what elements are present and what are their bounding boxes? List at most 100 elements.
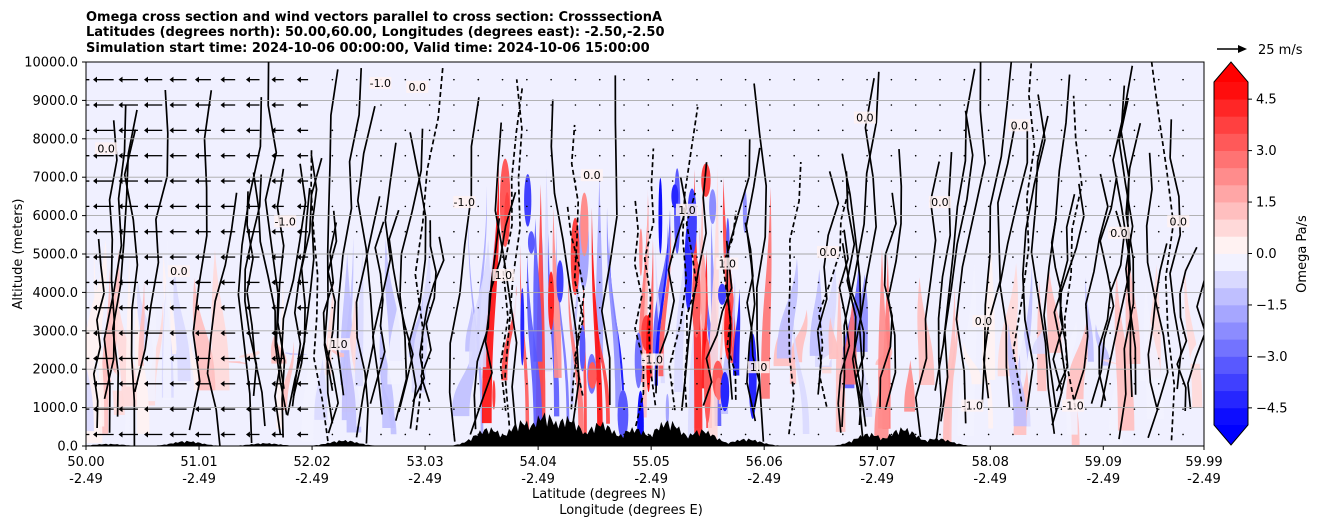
- wind-vector: [1182, 206, 1184, 208]
- wind-vector: [599, 231, 601, 233]
- wind-vector: [720, 130, 722, 132]
- x-tick-label-latitude: 57.07: [859, 455, 896, 470]
- contour-label: -1.0: [962, 400, 983, 413]
- wind-vector: [477, 358, 479, 360]
- wind-vector: [939, 282, 941, 284]
- wind-vector: [356, 307, 358, 309]
- wind-vector: [672, 358, 674, 360]
- wind-vector: [1085, 307, 1087, 309]
- wind-vector: [526, 180, 528, 182]
- wind-vector: [672, 408, 674, 410]
- wind-vector: [405, 434, 407, 436]
- wind-vector: [939, 434, 941, 436]
- wind-vector: [793, 104, 795, 106]
- wind-vector: [332, 231, 334, 233]
- wind-vector: [696, 104, 698, 106]
- wind-vector: [1085, 180, 1087, 182]
- wind-vector: [429, 358, 431, 360]
- x-axis-label-latitude: Latitude (degrees N): [532, 487, 666, 502]
- wind-vector: [1012, 256, 1014, 258]
- colorbar-tick-label: 4.5: [1256, 93, 1277, 108]
- wind-vector: [891, 256, 893, 258]
- wind-vector: [356, 282, 358, 284]
- wind-vector: [1036, 104, 1038, 106]
- x-tick-label-longitude: -2.49: [634, 472, 668, 487]
- contour-label: 0.0: [97, 142, 115, 155]
- wind-vector: [356, 332, 358, 334]
- wind-vector: [648, 408, 650, 410]
- y-tick-label: 10000.0: [24, 56, 78, 71]
- wind-vector-head: [68, 381, 72, 387]
- wind-vector: [356, 79, 358, 81]
- wind-vector: [745, 256, 747, 258]
- wind-vector: [1182, 282, 1184, 284]
- wind-vector: [429, 231, 431, 233]
- wind-vector: [575, 282, 577, 284]
- wind-vector: [866, 206, 868, 208]
- wind-vector: [332, 206, 334, 208]
- wind-key-arrow-head: [1238, 45, 1247, 53]
- contour-label: -1.0: [274, 215, 295, 228]
- wind-vector: [648, 332, 650, 334]
- wind-vector: [550, 104, 552, 106]
- wind-vector: [696, 434, 698, 436]
- wind-vector: [550, 256, 552, 258]
- wind-vector: [720, 180, 722, 182]
- wind-vector: [988, 180, 990, 182]
- wind-vector: [477, 104, 479, 106]
- wind-vector: [672, 130, 674, 132]
- wind-vector: [964, 79, 966, 81]
- figure: Omega cross section and wind vectors par…: [0, 0, 1320, 526]
- wind-vector: [915, 383, 917, 385]
- wind-vector: [1134, 104, 1136, 106]
- wind-vector: [405, 79, 407, 81]
- wind-vector: [1182, 307, 1184, 309]
- wind-vector: [818, 358, 820, 360]
- wind-vector: [745, 307, 747, 309]
- wind-vector-head: [68, 431, 72, 437]
- wind-vector: [939, 155, 941, 157]
- contour-label: -1.0: [1062, 400, 1083, 413]
- x-tick-label-longitude: -2.49: [1187, 472, 1221, 487]
- wind-vector: [696, 408, 698, 410]
- wind-vector: [550, 282, 552, 284]
- wind-vector: [672, 79, 674, 81]
- x-tick-label-latitude: 56.06: [746, 455, 783, 470]
- contour-label: 0.0: [1170, 215, 1188, 228]
- wind-vector: [599, 104, 601, 106]
- wind-vector: [429, 256, 431, 258]
- contour-label: 0.0: [1011, 119, 1029, 132]
- wind-vector: [526, 383, 528, 385]
- wind-vector: [356, 104, 358, 106]
- contour-label: 0.0: [170, 265, 188, 278]
- wind-vector: [623, 231, 625, 233]
- wind-vector: [866, 383, 868, 385]
- wind-vector: [1012, 104, 1014, 106]
- wind-vector: [1158, 307, 1160, 309]
- wind-vector: [1012, 332, 1014, 334]
- wind-vector: [988, 408, 990, 410]
- wind-vector: [623, 282, 625, 284]
- wind-vector: [988, 307, 990, 309]
- wind-vector: [648, 79, 650, 81]
- wind-vector: [818, 180, 820, 182]
- wind-vector: [599, 408, 601, 410]
- wind-vector: [891, 282, 893, 284]
- wind-vector: [939, 408, 941, 410]
- wind-vector: [453, 358, 455, 360]
- omega-cell: [548, 271, 554, 329]
- wind-vector: [793, 383, 795, 385]
- wind-vector: [939, 256, 941, 258]
- wind-vector: [623, 383, 625, 385]
- wind-vector: [720, 434, 722, 436]
- wind-vector: [502, 332, 504, 334]
- colorbar-label: Omega Pa/s: [1295, 215, 1310, 293]
- wind-vector-head: [68, 77, 72, 83]
- wind-vector: [1085, 130, 1087, 132]
- wind-vector: [1036, 307, 1038, 309]
- wind-vector: [988, 130, 990, 132]
- wind-vector: [939, 358, 941, 360]
- wind-vector: [866, 104, 868, 106]
- wind-vector: [891, 383, 893, 385]
- wind-vector: [866, 79, 868, 81]
